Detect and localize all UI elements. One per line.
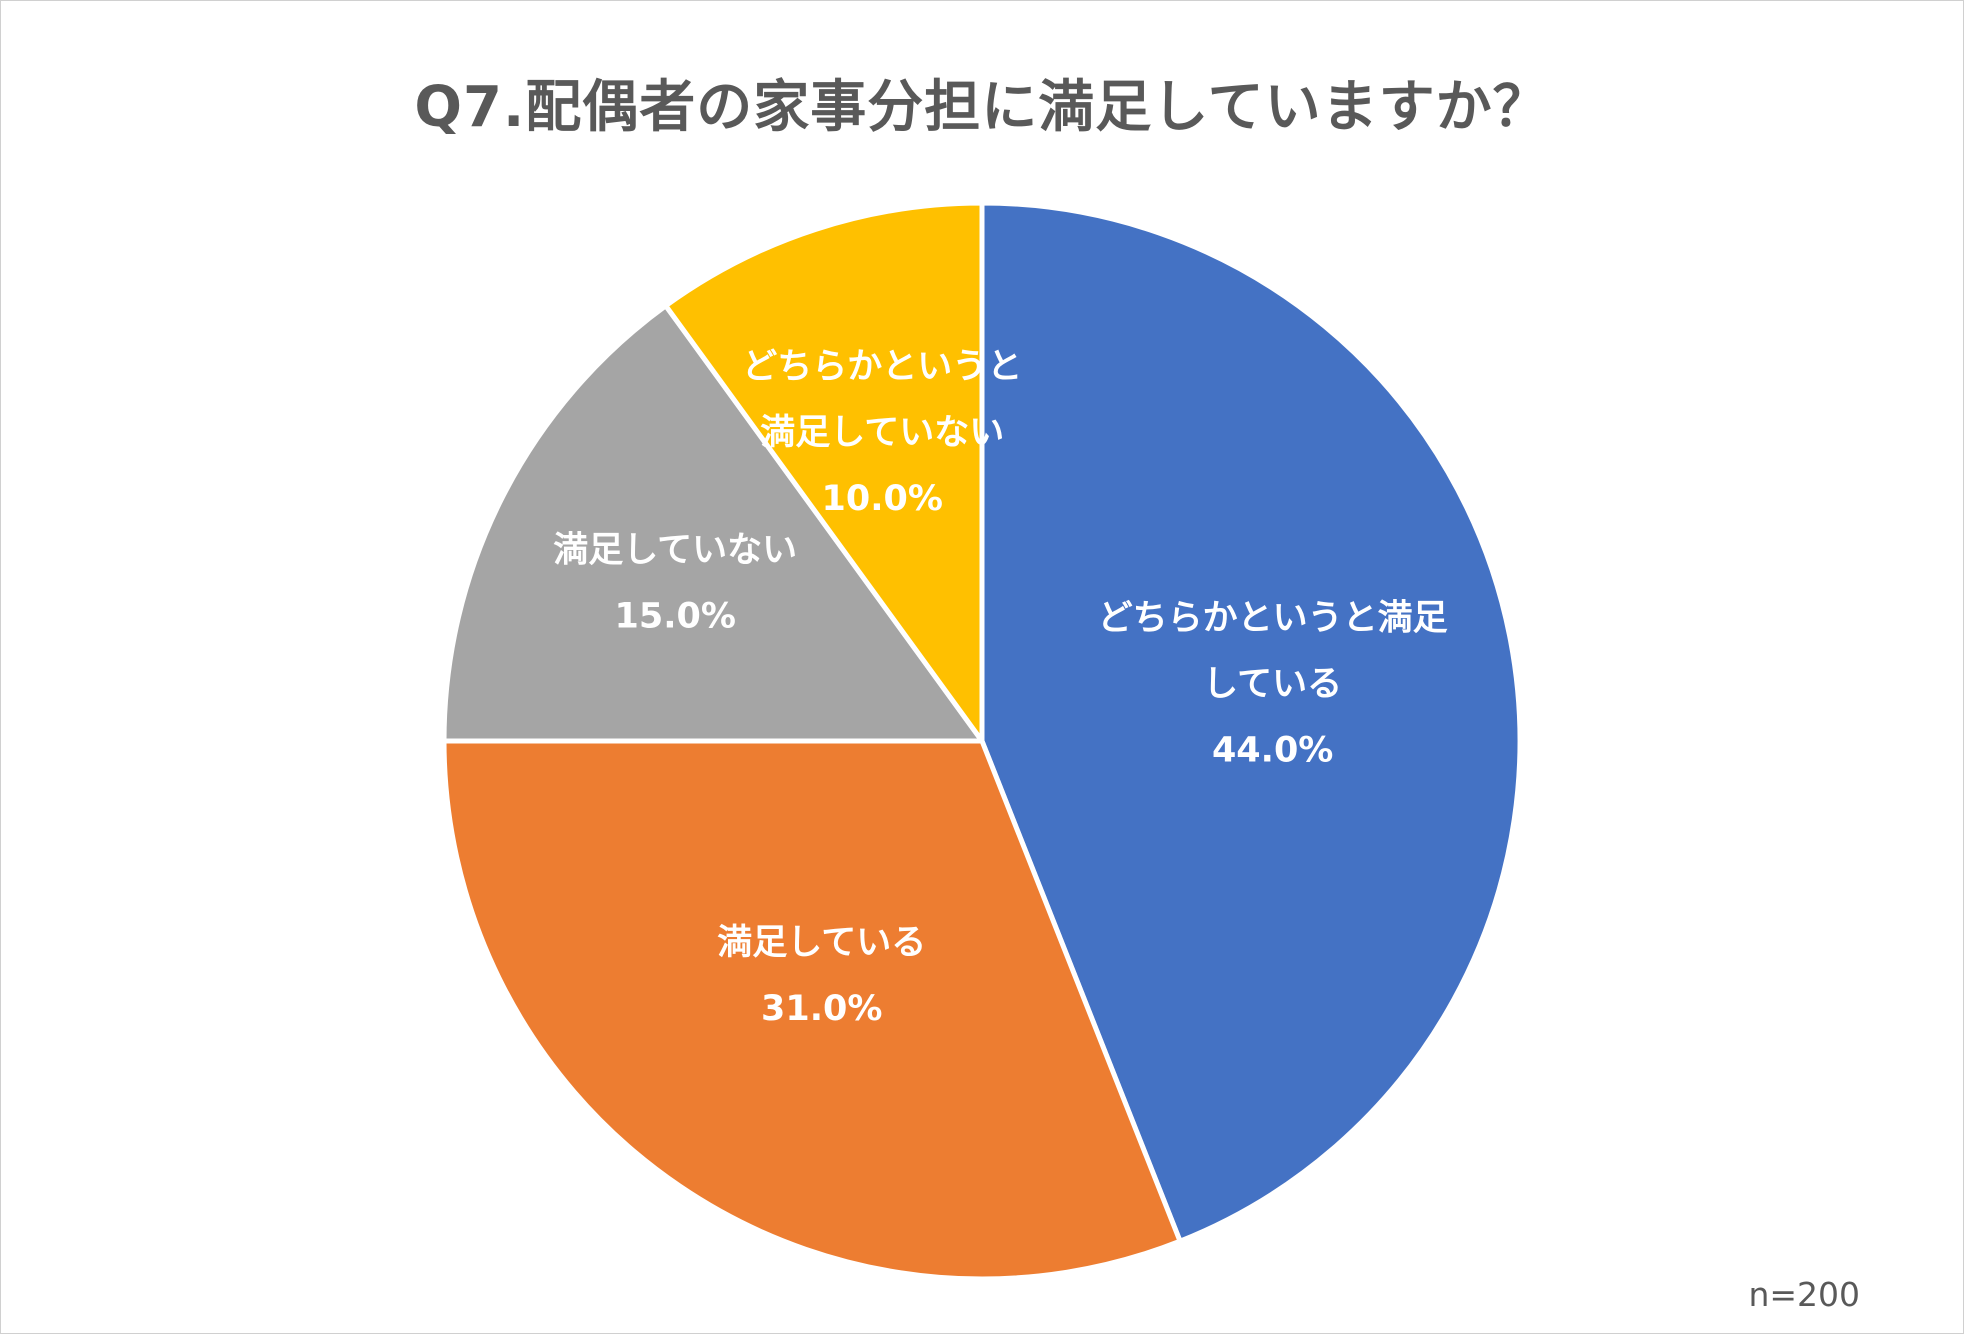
pie-data-label-1: 満足している 31.0% (717, 923, 926, 1029)
slice-category-label: どちらかというと満足 (1098, 599, 1448, 639)
slice-value-label: 44.0% (1212, 731, 1333, 771)
pie-slice-1 (441, 738, 1183, 1282)
pie-slices (441, 200, 1523, 1282)
slice-category-label: どちらかというと (742, 347, 1022, 387)
chart-title: Q7.配偶者の家事分担に満足していますか？ (414, 75, 1550, 140)
slice-category-label: している (1203, 665, 1342, 705)
pie-slice-2 (441, 303, 985, 744)
slice-category-label: 満足している (717, 923, 926, 963)
slice-value-label: 10.0% (822, 479, 943, 519)
sample-size-note: n=200 (1748, 1275, 1860, 1314)
slice-category-label: 満足していない (760, 413, 1004, 453)
slice-value-label: 31.0% (761, 989, 882, 1029)
pie-slice-3 (663, 200, 985, 744)
slice-value-label: 15.0% (614, 597, 735, 637)
slice-category-label: 満足していない (553, 531, 797, 571)
pie-slice-0 (979, 200, 1523, 1244)
pie-data-label-2: 満足していない 15.0% (553, 531, 797, 637)
